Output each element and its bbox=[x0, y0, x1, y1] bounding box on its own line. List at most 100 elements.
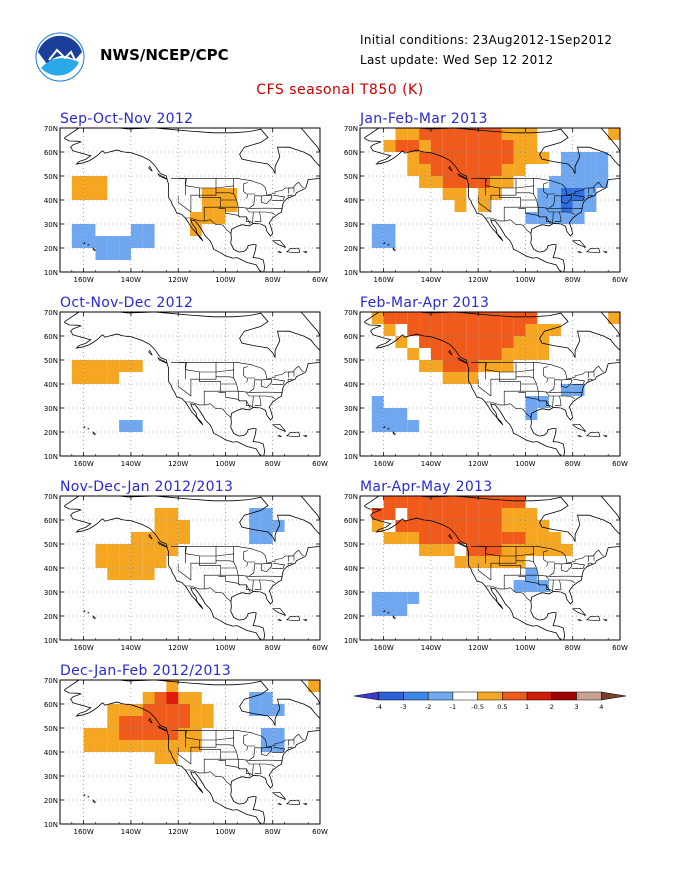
state-border bbox=[246, 561, 255, 567]
state-border bbox=[218, 208, 239, 216]
anomaly-cell bbox=[584, 164, 597, 176]
state-border bbox=[516, 560, 534, 563]
anomaly-cell bbox=[201, 188, 214, 200]
island bbox=[387, 427, 390, 430]
anomaly-cell bbox=[525, 532, 538, 544]
anomaly-cell bbox=[130, 420, 143, 432]
lat-tick-label: 50N bbox=[44, 173, 58, 181]
anomaly-cell bbox=[525, 140, 538, 152]
anomaly-cell bbox=[166, 532, 179, 544]
anomaly-cell bbox=[501, 336, 514, 348]
anomaly-cell bbox=[466, 324, 479, 336]
anomaly-cell bbox=[466, 312, 479, 324]
lon-tick-label: 140W bbox=[421, 644, 441, 652]
lon-tick-label: 120W bbox=[168, 644, 188, 652]
island bbox=[448, 165, 453, 172]
state-border bbox=[248, 746, 272, 761]
lon-tick-label: 100W bbox=[215, 460, 235, 468]
anomaly-cell bbox=[130, 716, 143, 728]
anomaly-cell bbox=[560, 212, 573, 224]
anomaly-cell bbox=[572, 212, 585, 224]
anomaly-cell bbox=[130, 740, 143, 752]
anomaly-cell bbox=[166, 508, 179, 520]
state-border bbox=[262, 763, 276, 767]
lon-tick-label: 80W bbox=[265, 276, 281, 284]
anomaly-cell bbox=[560, 164, 573, 176]
state-border bbox=[185, 585, 232, 602]
anomaly-cell bbox=[71, 188, 84, 200]
state-border bbox=[178, 730, 221, 773]
lon-tick-label: 80W bbox=[265, 828, 281, 836]
lat-tick-label: 30N bbox=[44, 405, 58, 413]
anomaly-cell bbox=[442, 312, 455, 324]
anomaly-cell bbox=[130, 544, 143, 556]
anomaly-cell bbox=[490, 324, 502, 336]
state-border bbox=[171, 361, 238, 363]
anomaly-cell bbox=[478, 128, 490, 140]
legend-swatch bbox=[403, 691, 429, 701]
lat-tick-label: 50N bbox=[344, 541, 358, 549]
lon-tick-label: 140W bbox=[421, 276, 441, 284]
anomaly-cell bbox=[190, 728, 202, 740]
anomaly-cell bbox=[154, 508, 167, 520]
anomaly-blue_light-region bbox=[119, 420, 143, 432]
anomaly-cell bbox=[130, 224, 143, 236]
anomaly-blue_light-region bbox=[71, 224, 155, 260]
anomaly-cell bbox=[454, 508, 467, 520]
anomaly-cell bbox=[525, 128, 538, 140]
state-border bbox=[571, 378, 585, 385]
lon-tick-label: 60W bbox=[612, 460, 628, 468]
state-border bbox=[287, 562, 293, 566]
state-border bbox=[218, 574, 283, 577]
lon-tick-label: 160W bbox=[373, 276, 393, 284]
lon-tick-label: 120W bbox=[168, 276, 188, 284]
anomaly-cell bbox=[130, 568, 143, 580]
anomaly-cell bbox=[371, 520, 384, 532]
anomaly-cell bbox=[119, 704, 131, 716]
lon-tick-label: 160W bbox=[73, 276, 93, 284]
island bbox=[603, 619, 608, 622]
anomaly-cell bbox=[383, 496, 396, 508]
state-border bbox=[237, 546, 304, 564]
anomaly-cell bbox=[466, 140, 479, 152]
anomaly-cell bbox=[513, 508, 526, 520]
lat-tick-label: 20N bbox=[44, 429, 58, 437]
anomaly-cell bbox=[395, 592, 408, 604]
state-border bbox=[518, 576, 539, 584]
anomaly-cell bbox=[430, 544, 443, 556]
state-border bbox=[485, 178, 487, 196]
anomaly-cell bbox=[142, 692, 155, 704]
legend-label: -1 bbox=[450, 703, 456, 711]
anomaly-cell bbox=[178, 692, 190, 704]
greenland-coast bbox=[600, 128, 620, 153]
lat-tick-label: 40N bbox=[44, 565, 58, 573]
island bbox=[82, 426, 86, 428]
state-border bbox=[561, 379, 572, 388]
state-border bbox=[548, 194, 572, 209]
state-border bbox=[538, 584, 553, 592]
anomaly-cell bbox=[260, 508, 273, 520]
anomaly-cell bbox=[490, 164, 502, 176]
anomaly-cell bbox=[407, 152, 420, 164]
island bbox=[157, 541, 168, 548]
anomaly-cell bbox=[478, 496, 490, 508]
map-panel-djf: 70N 60N 50N 40N 30N 20N 10N 160W 140W 120W 100W 80W… bbox=[44, 677, 328, 836]
anomaly-cell bbox=[142, 704, 155, 716]
state-border bbox=[190, 362, 217, 396]
anomaly-cell bbox=[560, 176, 573, 188]
anomaly-cell bbox=[466, 360, 479, 372]
anomaly-cell bbox=[572, 176, 585, 188]
anomaly-cell bbox=[419, 508, 431, 520]
state-border bbox=[562, 211, 576, 215]
lat-tick-label: 60N bbox=[344, 517, 358, 525]
state-border bbox=[218, 576, 239, 584]
anomaly-cell bbox=[572, 200, 585, 212]
lat-tick-label: 50N bbox=[44, 357, 58, 365]
anomaly-cell bbox=[501, 152, 514, 164]
anomaly-cell bbox=[419, 496, 431, 508]
panel-title-fma: Feb-Mar-Apr 2013 bbox=[360, 295, 490, 311]
state-border bbox=[516, 192, 534, 195]
island bbox=[448, 349, 453, 356]
anomaly-cell bbox=[454, 312, 467, 324]
island bbox=[303, 435, 308, 438]
